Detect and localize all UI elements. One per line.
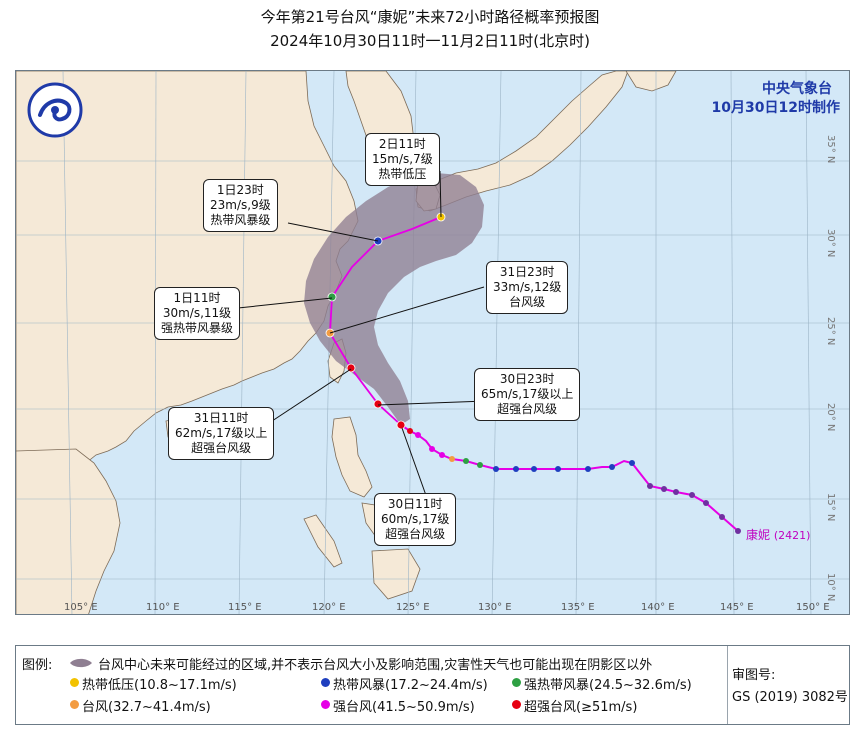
callout-category: 超强台风级 — [497, 402, 558, 416]
lat-label: 35° N — [825, 135, 836, 164]
forecast-point-t1-11 — [327, 292, 337, 302]
callout-time: 30日11时 — [387, 497, 443, 511]
map-subtitle: 2024年10月30日11时一11月2日11时(北京时) — [270, 32, 590, 50]
agency-name: 中央气象台 — [762, 81, 832, 97]
lon-label: 125° E — [396, 602, 430, 613]
hokkaido-land — [625, 71, 677, 92]
callout-2d-11h: 2日11时 15m/s,7级 热带低压 — [365, 133, 440, 186]
past-track-markers — [407, 428, 741, 534]
callout-intensity: 65m/s,17级以上 — [481, 387, 574, 401]
callout-intensity: 60m/s,17级 — [381, 512, 450, 526]
legend-item: 强热带风暴(24.5~32.6m/s) — [524, 678, 692, 693]
luzon-land — [331, 416, 373, 498]
severe-typhoon-dot — [321, 700, 330, 709]
approval-number: GS (2019) 3082号 — [732, 690, 848, 705]
callout-category: 超强台风级 — [385, 527, 446, 541]
legend-item: 超强台风(≥51m/s) — [524, 700, 638, 715]
approval-label: 审图号: — [732, 668, 776, 683]
callout-intensity: 30m/s,11级 — [162, 306, 232, 320]
forecast-point-t30-23 — [373, 399, 383, 409]
legend-item: 强台风(41.5~50.9m/s) — [333, 700, 475, 715]
lon-label: 110° E — [146, 602, 180, 613]
callout-category: 超强台风级 — [191, 441, 252, 455]
typhoon-dot — [70, 700, 79, 709]
callout-31d-23h: 31日23时 33m/s,12级 台风级 — [486, 261, 569, 314]
legend-title: 图例: — [22, 658, 53, 673]
legend-item: 热带风暴(17.2~24.4m/s) — [333, 678, 488, 693]
cma-logo-icon — [27, 82, 83, 138]
lon-label: 120° E — [312, 602, 346, 613]
indochina-land — [16, 448, 121, 614]
probability-swath — [304, 173, 484, 425]
super-typhoon-dot — [512, 700, 521, 709]
lat-label: 30° N — [825, 229, 836, 258]
map-area: 2日11时 15m/s,7级 热带低压 1日23时 23m/s,9级 热带风暴级… — [15, 70, 850, 615]
issue-time: 10月30日12时制作 — [711, 100, 840, 116]
map-title: 今年第21号台风“康妮”未来72小时路径概率预报图 — [260, 8, 600, 26]
legend-item: 热带低压(10.8~17.1m/s) — [82, 678, 237, 693]
lat-label: 20° N — [825, 403, 836, 432]
tropical-depression-dot — [70, 678, 79, 687]
callout-leaders — [237, 170, 487, 502]
lon-label: 150° E — [796, 602, 830, 613]
callout-category: 热带风暴级 — [210, 213, 271, 227]
lon-label: 135° E — [561, 602, 595, 613]
palawan-land — [303, 514, 343, 568]
lat-label: 25° N — [825, 317, 836, 346]
callout-time: 31日23时 — [499, 265, 555, 279]
callout-31d-11h: 31日11时 62m/s,17级以上 超强台风级 — [168, 407, 275, 460]
callout-category: 台风级 — [509, 295, 546, 309]
callout-1d-23h: 1日23时 23m/s,9级 热带风暴级 — [203, 179, 278, 232]
lon-label: 140° E — [641, 602, 675, 613]
callout-time: 1日23时 — [216, 183, 264, 197]
callout-time: 31日11时 — [193, 411, 249, 425]
lon-label: 145° E — [720, 602, 754, 613]
storm-name-label: 康妮 (2421) — [746, 526, 810, 543]
callout-intensity: 62m/s,17级以上 — [175, 426, 268, 440]
callout-30d-23h: 30日23时 65m/s,17级以上 超强台风级 — [474, 368, 581, 421]
legend: 图例: 台风中心未来可能经过的区域,并不表示台风大小及影响范围,灾害性天气也可能… — [15, 645, 850, 725]
lon-label: 115° E — [228, 602, 262, 613]
severe-tropical-storm-dot — [512, 678, 521, 687]
swath-legend-icon — [70, 658, 92, 668]
swath-description: 台风中心未来可能经过的区域,并不表示台风大小及影响范围,灾害性天气也可能出现在阴… — [98, 658, 653, 673]
callout-intensity: 23m/s,9级 — [210, 198, 271, 212]
callout-time: 1日11时 — [173, 291, 221, 305]
legend-divider — [727, 646, 728, 724]
lat-label: 10° N — [825, 573, 836, 602]
callout-1d-11h: 1日11时 30m/s,11级 强热带风暴级 — [154, 287, 241, 340]
lon-label: 130° E — [478, 602, 512, 613]
callout-30d-11h: 30日11时 60m/s,17级 超强台风级 — [374, 493, 457, 546]
callout-category: 强热带风暴级 — [161, 321, 234, 335]
legend-item: 台风(32.7~41.4m/s) — [82, 700, 211, 715]
storm-name: 康妮 — [746, 528, 771, 542]
callout-category: 热带低压 — [378, 167, 427, 181]
callout-time: 30日23时 — [499, 372, 555, 386]
tropical-storm-dot — [321, 678, 330, 687]
lon-label: 105° E — [64, 602, 98, 613]
forecast-point-t30-11 — [396, 420, 406, 430]
callout-intensity: 33m/s,12级 — [493, 280, 562, 294]
callout-time: 2日11时 — [378, 137, 426, 151]
storm-code: (2421) — [773, 529, 811, 542]
callout-intensity: 15m/s,7级 — [372, 152, 433, 166]
mindanao-land — [371, 548, 421, 600]
lat-label: 15° N — [825, 493, 836, 522]
